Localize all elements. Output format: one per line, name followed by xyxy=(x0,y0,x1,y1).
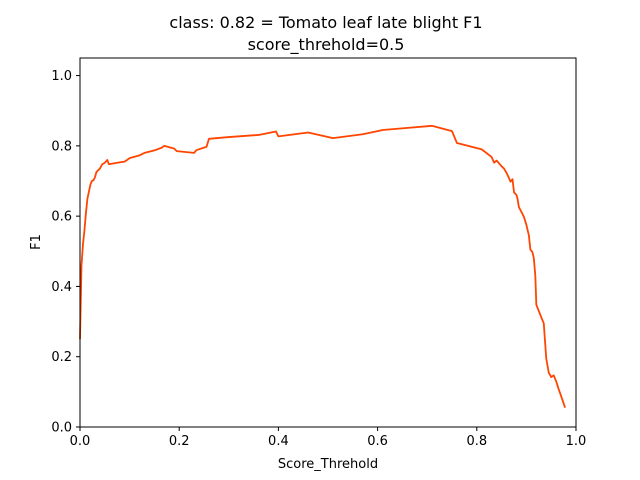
chart-subtitle: score_threhold=0.5 xyxy=(248,35,405,55)
y-axis-label: F1 xyxy=(29,234,44,250)
x-axis-ticks: 0.0 0.2 0.4 0.6 0.8 1.0 xyxy=(70,427,587,449)
y-tick-label: 0.0 xyxy=(51,421,72,436)
x-tick-label: 0.0 xyxy=(70,434,91,449)
plot-area-frame xyxy=(79,57,577,428)
y-tick-label: 0.6 xyxy=(51,210,72,225)
f1-series-line xyxy=(79,124,566,408)
x-tick-label: 0.8 xyxy=(466,434,487,449)
y-axis-ticks: 0.0 0.2 0.4 0.6 0.8 1.0 xyxy=(51,69,80,436)
x-tick-label: 1.0 xyxy=(566,434,587,449)
y-tick-label: 0.4 xyxy=(51,280,72,295)
y-tick-label: 1.0 xyxy=(51,69,72,84)
x-tick-label: 0.2 xyxy=(169,434,190,449)
x-tick-label: 0.6 xyxy=(367,434,388,449)
y-tick-label: 0.8 xyxy=(51,139,72,154)
x-tick-label: 0.4 xyxy=(268,434,289,449)
x-axis-label: Score_Threhold xyxy=(278,457,378,472)
y-tick-label: 0.2 xyxy=(51,350,72,365)
chart-title: class: 0.82 = Tomato leaf late blight F1 xyxy=(169,13,482,32)
